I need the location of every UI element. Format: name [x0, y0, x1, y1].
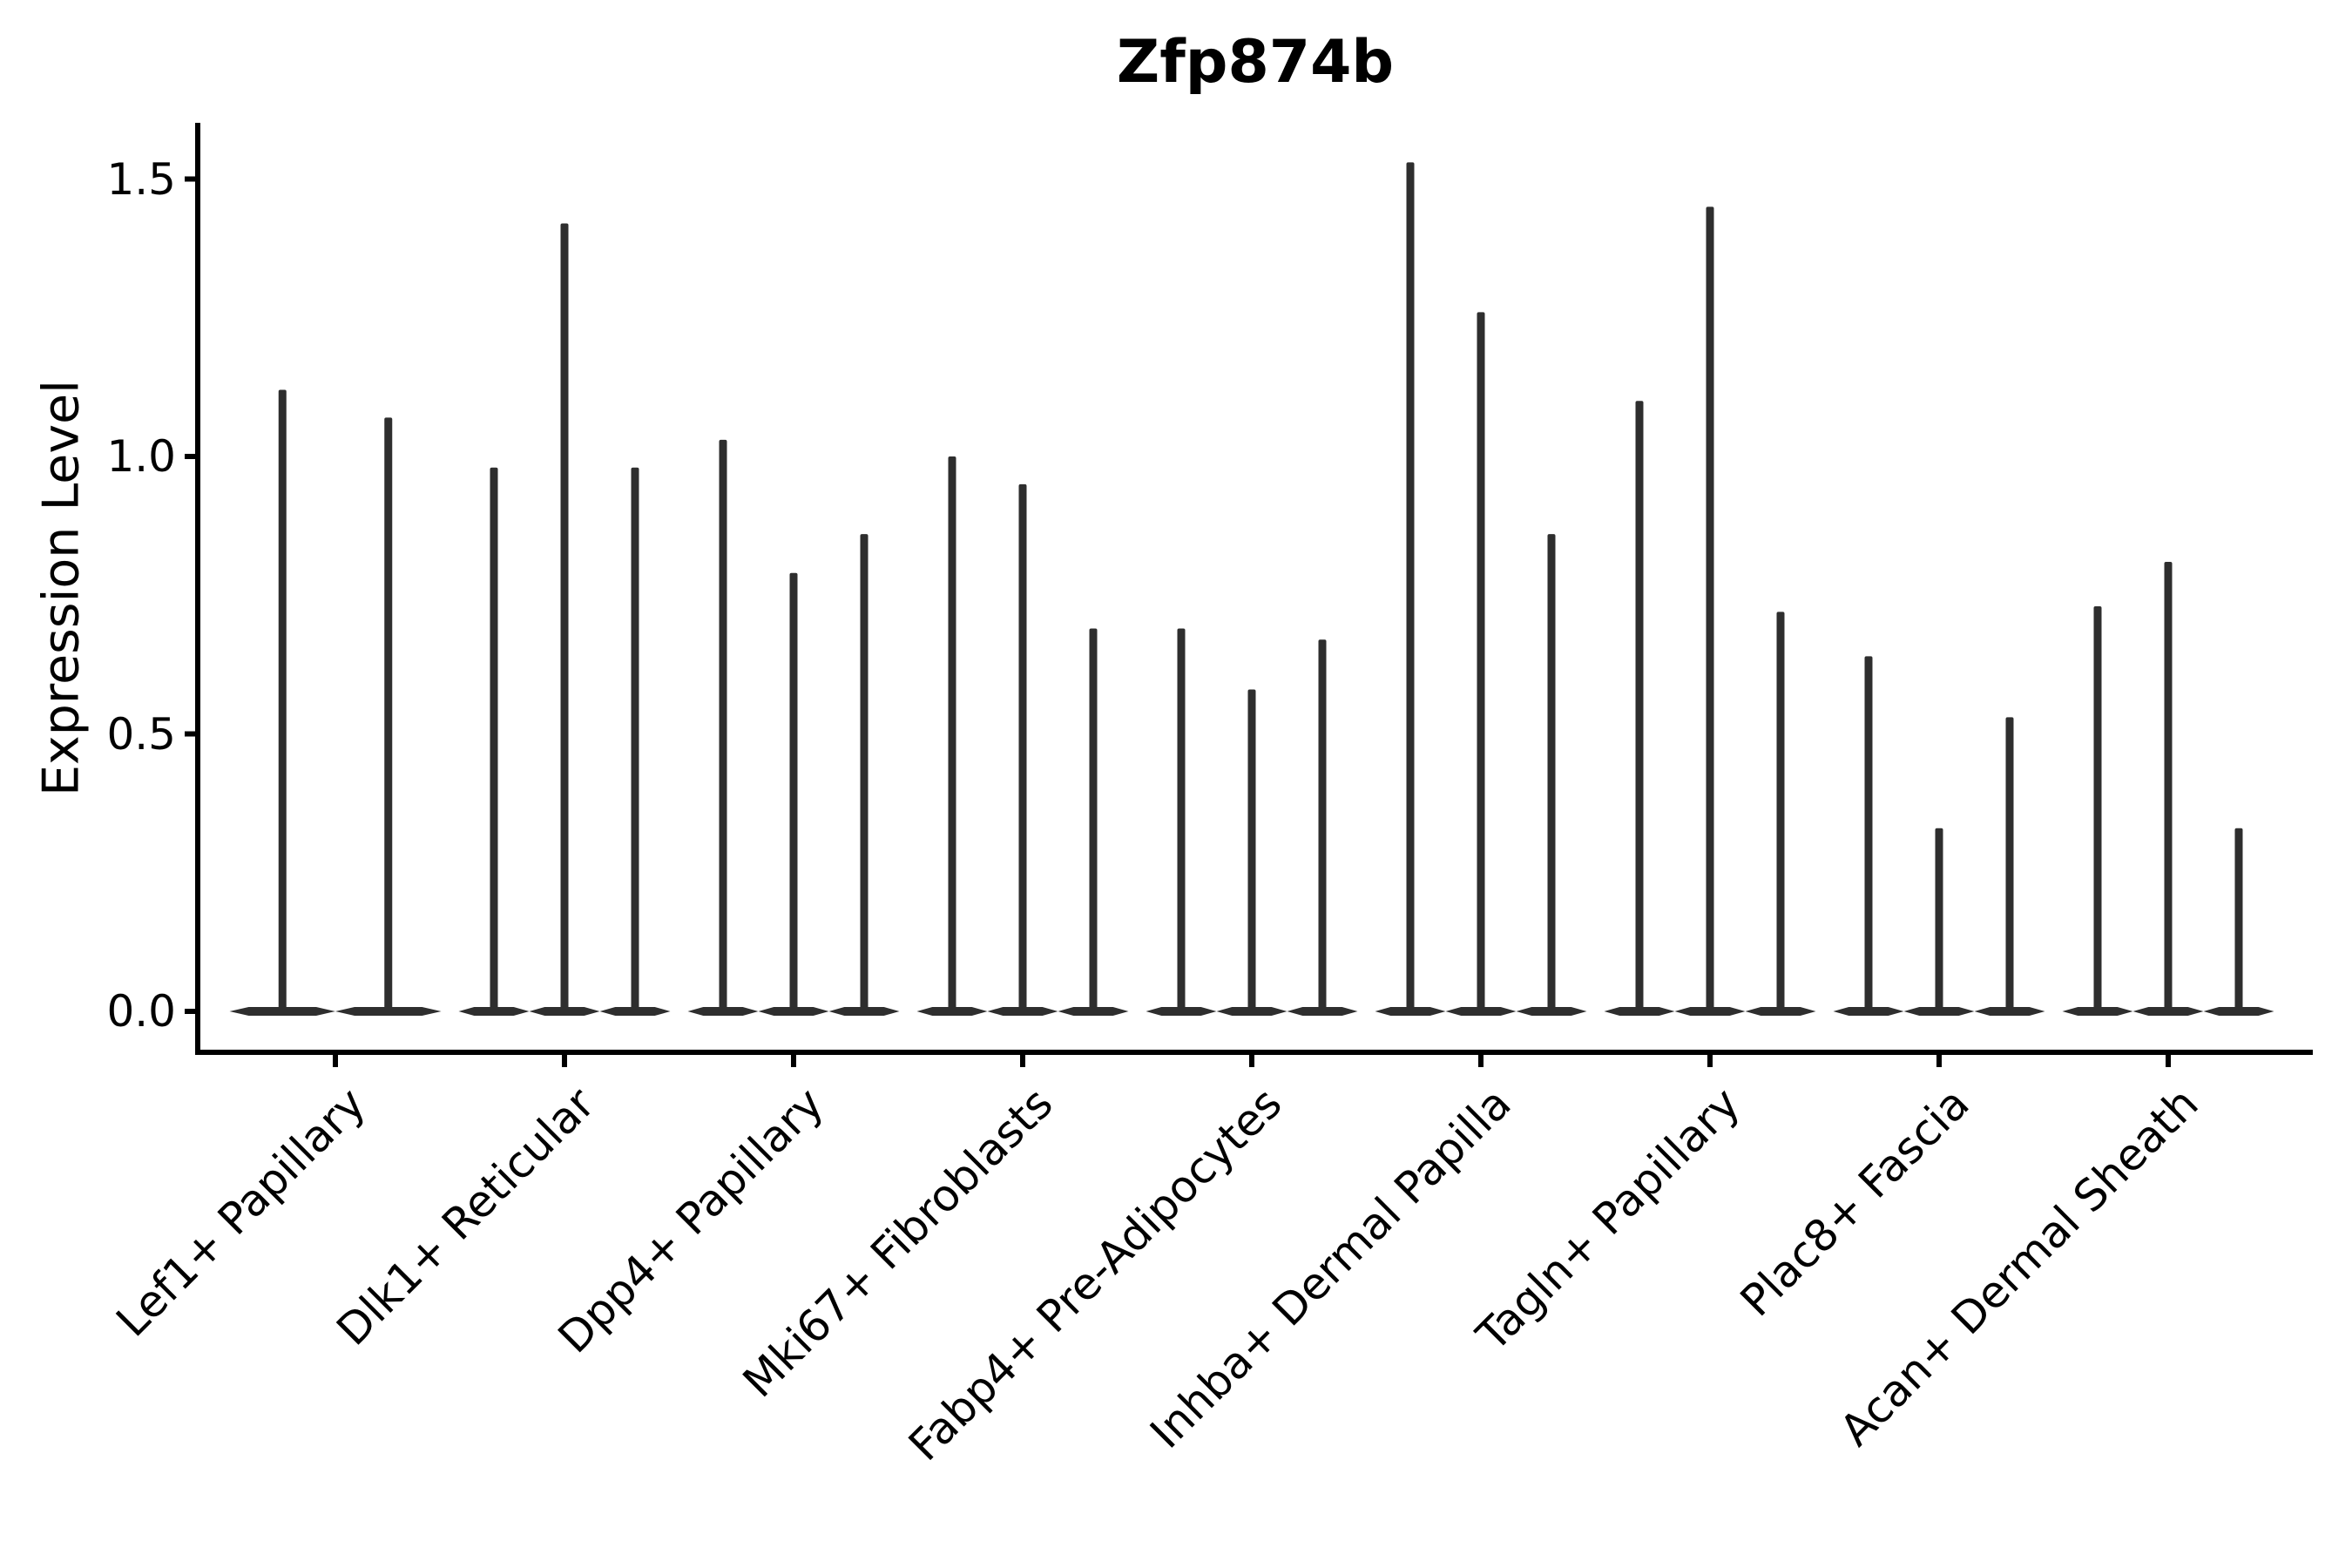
violin-spike	[2164, 562, 2173, 1011]
violin-spike	[278, 389, 287, 1011]
violin-spike	[560, 223, 569, 1012]
violin-spike	[384, 417, 393, 1011]
violin-spike	[2093, 605, 2102, 1011]
y-tick-label: 0.5	[106, 708, 176, 760]
violin-spike	[789, 572, 798, 1011]
violin-spike	[1547, 534, 1556, 1011]
violin-spike	[2234, 828, 2243, 1011]
violin-spike	[719, 439, 727, 1011]
violin-spike	[1247, 689, 1256, 1011]
violin-spike	[1406, 162, 1415, 1011]
violin-spike	[1318, 639, 1327, 1011]
y-tick-label: 0.0	[106, 986, 176, 1037]
chart-title: Zfp874b	[1116, 28, 1395, 97]
violin-spike	[1477, 312, 1485, 1011]
violin-spike	[2005, 717, 2014, 1011]
violin-spike	[860, 534, 868, 1011]
violin-spike	[1089, 628, 1098, 1011]
violin-spike	[1935, 828, 1943, 1011]
violin-spike	[1776, 612, 1785, 1011]
violin-spike	[1706, 206, 1714, 1012]
violin-spike	[1018, 483, 1027, 1011]
y-tick-label: 1.0	[106, 431, 176, 482]
violin-spike	[631, 467, 639, 1011]
violin-spike	[948, 456, 956, 1011]
y-tick-label: 1.5	[106, 153, 176, 205]
violin-spike	[490, 467, 498, 1011]
violin-spike	[1864, 656, 1873, 1011]
violin-spike	[1177, 628, 1186, 1011]
violin-spike	[1635, 401, 1644, 1011]
